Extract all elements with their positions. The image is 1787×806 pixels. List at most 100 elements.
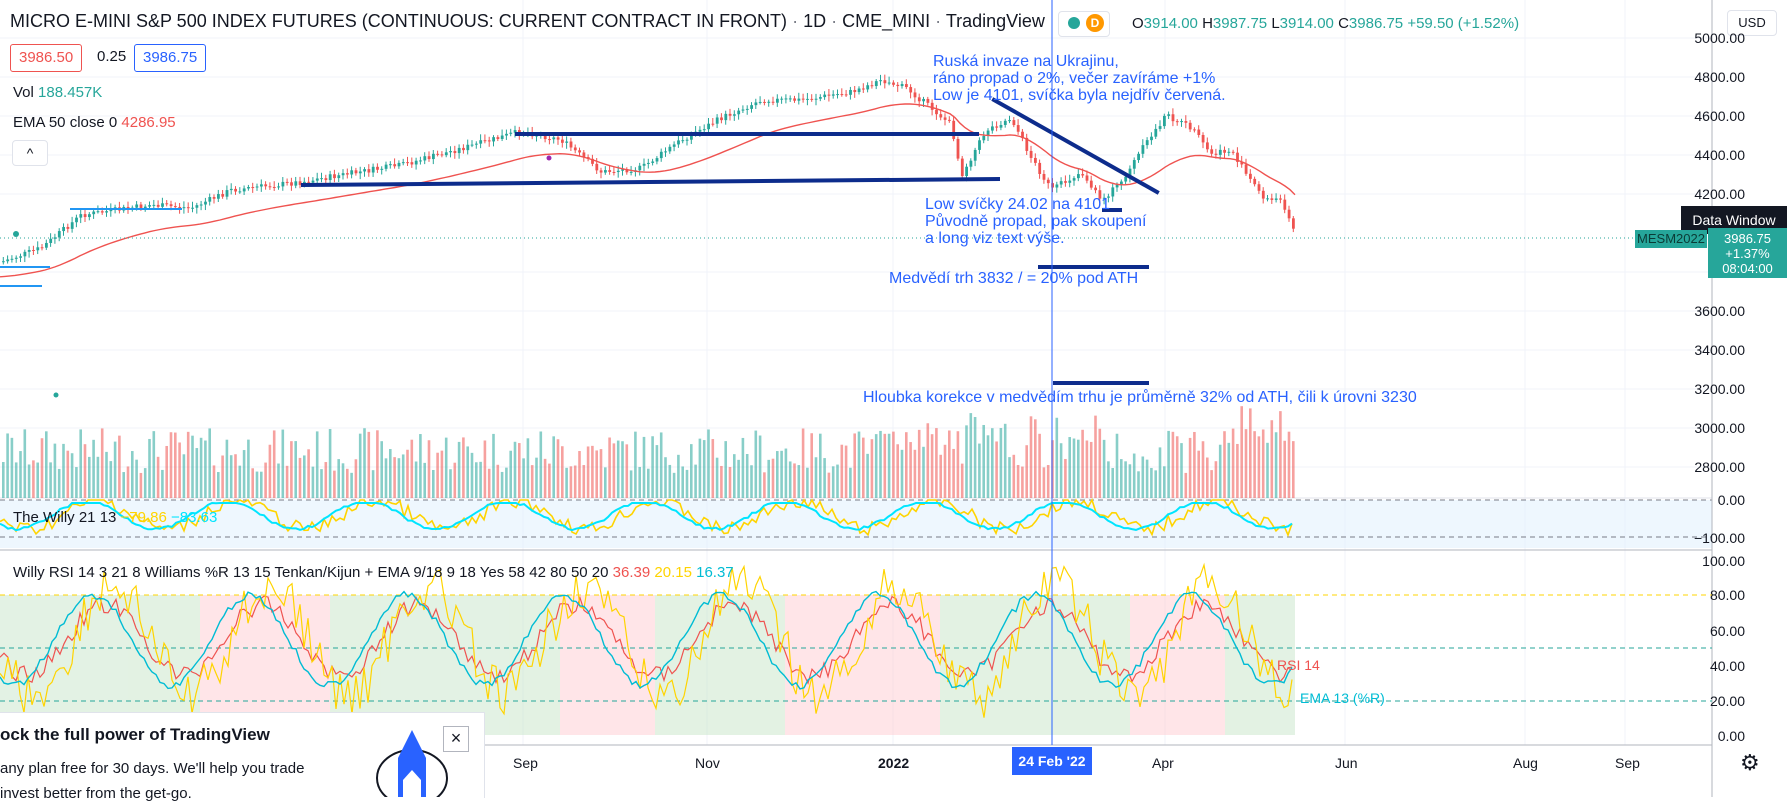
candle-body bbox=[1111, 187, 1115, 197]
volume-bar bbox=[337, 459, 340, 498]
volume-bar bbox=[376, 430, 379, 498]
rsi-tick: 40.00 bbox=[1709, 658, 1745, 674]
volume-bar bbox=[629, 470, 633, 498]
volume-bar bbox=[492, 433, 495, 498]
volume-bar bbox=[1055, 417, 1059, 498]
candle-body bbox=[83, 214, 87, 218]
candle-body bbox=[995, 126, 999, 128]
ema-legend[interactable]: EMA 50 close 0 4286.95 bbox=[13, 114, 176, 131]
promo-title: ock the full power of TradingView bbox=[0, 725, 270, 744]
volume-bar bbox=[169, 432, 173, 498]
candle-body bbox=[165, 203, 169, 205]
candle-body bbox=[268, 186, 272, 188]
candle-body bbox=[806, 98, 809, 100]
gear-icon[interactable]: ⚙ bbox=[1740, 750, 1760, 775]
candle-body bbox=[393, 164, 397, 167]
volume-bar bbox=[1206, 457, 1209, 498]
candle-body bbox=[1180, 121, 1183, 123]
volume-bar bbox=[1094, 415, 1097, 498]
candle-body bbox=[543, 134, 547, 140]
candle-body bbox=[496, 137, 500, 139]
volume-bar bbox=[647, 468, 650, 498]
volume-bar bbox=[419, 434, 422, 498]
volume-bar bbox=[651, 436, 654, 498]
candle-body bbox=[483, 140, 487, 142]
volume-bar bbox=[109, 461, 113, 498]
volume-bar bbox=[909, 442, 912, 498]
volume-bar bbox=[40, 438, 44, 498]
willy-tick: 0.00 bbox=[1717, 492, 1745, 508]
currency-button[interactable]: USD bbox=[1727, 10, 1777, 36]
volume-bar bbox=[427, 440, 431, 498]
candle-body bbox=[298, 181, 302, 185]
collapse-legend-button[interactable]: ^ bbox=[12, 140, 48, 166]
volume-bar bbox=[965, 425, 968, 498]
candle-body bbox=[62, 226, 65, 232]
close-icon[interactable]: × bbox=[443, 726, 469, 752]
volume-bar bbox=[578, 451, 581, 498]
volume-bar bbox=[242, 450, 246, 498]
candle-body bbox=[917, 97, 921, 102]
volume-bar bbox=[887, 433, 891, 498]
candle-body bbox=[552, 137, 556, 140]
chart-legend-title[interactable]: MICRO E-MINI S&P 500 INDEX FUTURES (CONT… bbox=[10, 11, 1045, 31]
candle-body bbox=[182, 207, 186, 209]
volume-bar bbox=[569, 466, 573, 498]
volume-bar bbox=[199, 437, 203, 498]
candle-body bbox=[66, 226, 70, 229]
volume-bar bbox=[307, 449, 310, 498]
sell-button[interactable]: 3986.50 bbox=[10, 44, 83, 72]
willy-line-cyan bbox=[0, 501, 1293, 532]
candle-body bbox=[978, 140, 981, 150]
annotation-bear-market[interactable]: Medvědí trh 3832 / = 20% pod ATH bbox=[889, 270, 1139, 287]
volume-bar bbox=[49, 462, 52, 498]
volume-bar bbox=[113, 441, 117, 498]
volume-bar bbox=[191, 435, 194, 498]
candle-body bbox=[406, 162, 409, 164]
volume-bar bbox=[1279, 411, 1282, 498]
annotation-ukraine[interactable]: Ruská invaze na Ukrajinu, ráno propad o … bbox=[933, 53, 1226, 104]
candle-body bbox=[479, 140, 483, 144]
candle-body bbox=[573, 147, 577, 151]
volume-bar bbox=[1120, 459, 1123, 498]
delayed-badge[interactable]: D bbox=[1086, 14, 1104, 32]
volume-bar bbox=[827, 472, 831, 498]
buy-button[interactable]: 3986.75 bbox=[134, 44, 207, 72]
willy-legend[interactable]: The Willy 21 13 −79.86 −83.63 bbox=[13, 509, 218, 526]
candle-body bbox=[711, 123, 715, 125]
annotation-correction[interactable]: Hloubka korekce v medvědím trhu je průmě… bbox=[863, 389, 1417, 406]
volume-bar bbox=[393, 457, 396, 498]
volume-bar bbox=[1145, 459, 1149, 498]
candle-body bbox=[565, 141, 569, 143]
volume-legend[interactable]: Vol 188.457K bbox=[13, 84, 103, 101]
volume-bar bbox=[36, 462, 39, 498]
candle-body bbox=[1253, 178, 1257, 185]
volume-bars bbox=[2, 406, 1295, 498]
candle-body bbox=[728, 113, 732, 116]
rsi-tick: 80.00 bbox=[1709, 587, 1745, 603]
rsi-legend[interactable]: Willy RSI 14 3 21 8 Williams %R 13 15 Te… bbox=[13, 564, 734, 581]
williams-r-line bbox=[0, 562, 1293, 718]
candle-body bbox=[926, 98, 930, 103]
volume-bar bbox=[1021, 466, 1024, 498]
volume-bar bbox=[642, 436, 646, 498]
volume-bar bbox=[518, 443, 521, 498]
volume-bar bbox=[659, 432, 663, 498]
candle-body bbox=[948, 119, 951, 121]
candle-body bbox=[354, 170, 358, 174]
candle-body bbox=[1163, 115, 1166, 127]
candle-body bbox=[27, 249, 31, 252]
spread-value: 0.25 bbox=[97, 48, 127, 65]
volume-bar bbox=[126, 466, 130, 498]
volume-bar bbox=[75, 467, 78, 498]
candle-body bbox=[905, 84, 908, 88]
volume-bar bbox=[720, 465, 723, 498]
volume-bar bbox=[926, 423, 930, 498]
candle-body bbox=[1132, 160, 1136, 169]
volume-bar bbox=[281, 429, 285, 498]
volume-bar bbox=[320, 469, 323, 498]
drawn-lines[interactable] bbox=[300, 97, 1160, 385]
annotation-low-candle[interactable]: Low svíčky 24.02 na 4101 Původně propad,… bbox=[925, 196, 1147, 247]
candle-body bbox=[161, 203, 164, 207]
